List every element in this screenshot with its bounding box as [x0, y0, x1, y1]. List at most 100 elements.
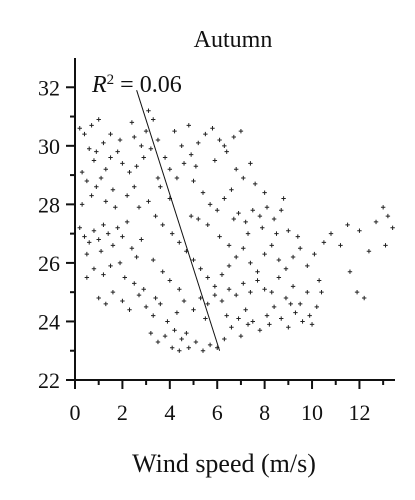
data-point: [127, 169, 132, 175]
data-point: [108, 155, 113, 160]
data-point: [134, 254, 139, 260]
data-point: [113, 205, 118, 210]
data-point: [115, 225, 120, 230]
data-point: [238, 333, 244, 339]
x-tick-label: 10: [301, 400, 323, 425]
data-point: [91, 158, 97, 163]
data-point: [87, 240, 92, 245]
data-point: [236, 316, 241, 321]
data-point: [179, 336, 184, 342]
data-point: [264, 205, 270, 210]
x-tick-label: 0: [70, 400, 81, 425]
data-point: [148, 146, 154, 151]
data-point: [84, 275, 90, 280]
y-axis-ticks: 22 24 26 28 30 32: [38, 75, 75, 393]
data-point: [158, 301, 163, 307]
data-point: [297, 301, 303, 307]
data-point: [158, 184, 163, 189]
data-point: [148, 330, 154, 336]
data-point: [177, 287, 182, 292]
data-point: [77, 126, 82, 131]
r-squared-annotation: R2 = 0.06: [91, 72, 182, 98]
data-point: [312, 251, 317, 257]
data-point: [286, 228, 291, 233]
chart-title: Autumn: [194, 27, 273, 53]
data-point: [257, 213, 263, 219]
data-point: [162, 333, 168, 339]
data-point: [94, 149, 99, 154]
data-point: [212, 158, 218, 163]
data-point: [262, 190, 267, 195]
y-tick-label: 22: [38, 368, 60, 393]
data-point: [241, 246, 246, 251]
data-point: [226, 287, 232, 292]
data-point: [136, 205, 142, 210]
data-point: [196, 140, 201, 146]
x-tick-label: 8: [259, 400, 270, 425]
data-point: [169, 231, 175, 236]
data-point: [307, 313, 312, 318]
data-point: [203, 316, 208, 321]
data-point: [224, 313, 229, 318]
data-point: [151, 257, 156, 263]
data-point: [390, 225, 395, 230]
data-point: [143, 128, 149, 134]
data-point: [309, 322, 315, 327]
data-point: [373, 219, 379, 225]
data-point: [281, 196, 286, 201]
x-axis-label: Wind speed (m/s): [132, 449, 316, 478]
data-point: [153, 213, 158, 219]
data-point: [129, 120, 135, 125]
data-point: [115, 149, 120, 154]
data-point: [174, 310, 180, 315]
data-point: [248, 260, 253, 266]
data-point: [120, 161, 125, 166]
data-point: [177, 240, 182, 245]
data-point: [103, 301, 109, 307]
data-point: [279, 316, 284, 321]
data-point: [222, 196, 227, 201]
data-point: [283, 266, 289, 271]
data-point: [165, 319, 170, 324]
data-point: [319, 289, 324, 295]
data-point: [191, 307, 196, 312]
data-point: [186, 345, 191, 350]
data-point: [139, 237, 144, 242]
data-point: [229, 187, 234, 192]
data-point: [198, 266, 203, 271]
data-point: [328, 231, 334, 236]
data-point: [295, 234, 301, 239]
data-point: [383, 243, 388, 248]
data-point: [155, 137, 161, 143]
data-point: [255, 278, 260, 283]
data-point: [79, 169, 85, 175]
r-squared-prefix: R: [91, 72, 107, 98]
data-point: [250, 208, 255, 213]
data-point: [77, 225, 82, 230]
data-point: [179, 143, 184, 149]
data-point: [155, 175, 161, 181]
data-point: [141, 155, 146, 160]
data-point: [207, 202, 213, 207]
data-point: [316, 278, 322, 283]
data-point: [250, 319, 255, 324]
data-point: [290, 284, 296, 289]
data-point: [198, 295, 203, 301]
data-point: [210, 126, 215, 131]
data-point: [229, 325, 234, 330]
data-point: [110, 289, 116, 295]
data-point: [101, 140, 106, 146]
data-point: [222, 143, 227, 149]
data-point: [271, 304, 277, 310]
data-point: [186, 123, 191, 128]
data-point: [96, 295, 101, 301]
data-point: [338, 243, 343, 248]
data-point: [274, 231, 279, 236]
data-point: [354, 289, 360, 295]
data-point: [248, 161, 253, 166]
data-point: [262, 251, 267, 257]
data-point: [255, 269, 260, 274]
data-point: [89, 193, 94, 198]
data-point: [110, 187, 116, 192]
data-point: [205, 222, 210, 228]
